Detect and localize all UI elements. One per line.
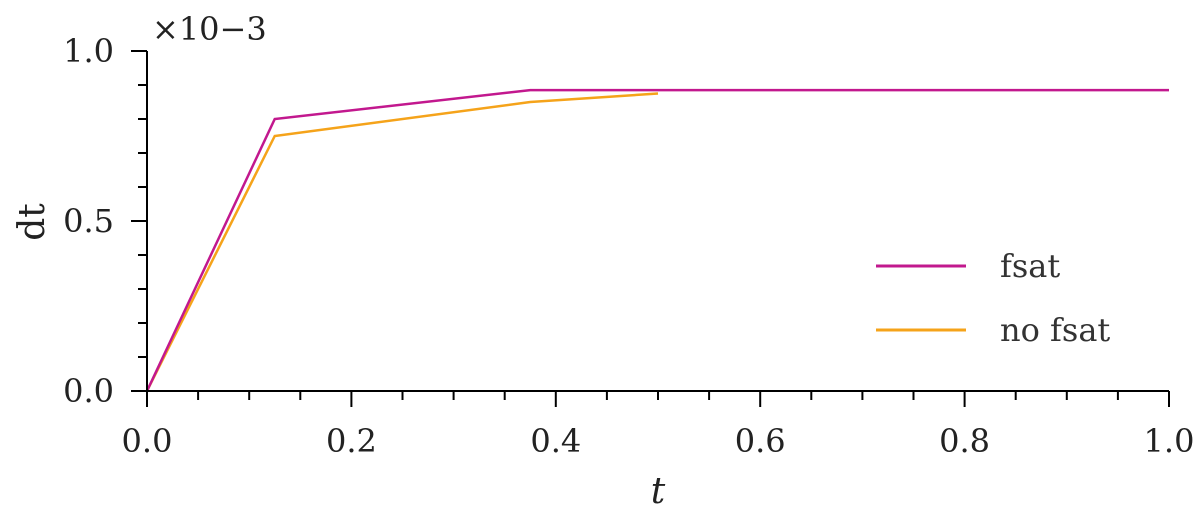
axes-frame	[146, 51, 1169, 392]
x-tick-label: 0.2	[326, 422, 377, 460]
major-ticks	[131, 50, 1170, 407]
series-lines	[145, 88, 1169, 392]
y-tick-labels: 0.0 0.5 1.0	[63, 32, 114, 410]
y-tick-label: 0.5	[63, 202, 114, 240]
y-axis-label: dt	[12, 203, 53, 241]
legend-label-fsat: fsat	[1000, 247, 1060, 285]
x-tick-label: 0.0	[122, 422, 173, 460]
plot-area	[131, 50, 1170, 407]
y-tick-label: 1.0	[63, 32, 114, 70]
series-line-fsat	[145, 88, 1169, 392]
x-tick-label: 0.6	[735, 422, 786, 460]
x-tick-labels: 0.0 0.2 0.4 0.6 0.8 1.0	[122, 422, 1195, 460]
x-tick-label: 0.8	[939, 422, 990, 460]
x-axis-label: t	[651, 471, 666, 512]
legend: fsat no fsat	[876, 247, 1110, 349]
y-scale-multiplier: ×10−3	[152, 10, 267, 48]
x-tick-label: 1.0	[1144, 422, 1195, 460]
minor-ticks	[138, 84, 1119, 400]
legend-label-no-fsat: no fsat	[1000, 311, 1110, 349]
series-line-no-fsat	[145, 92, 659, 392]
x-tick-label: 0.4	[530, 422, 581, 460]
y-tick-label: 0.0	[63, 372, 114, 410]
